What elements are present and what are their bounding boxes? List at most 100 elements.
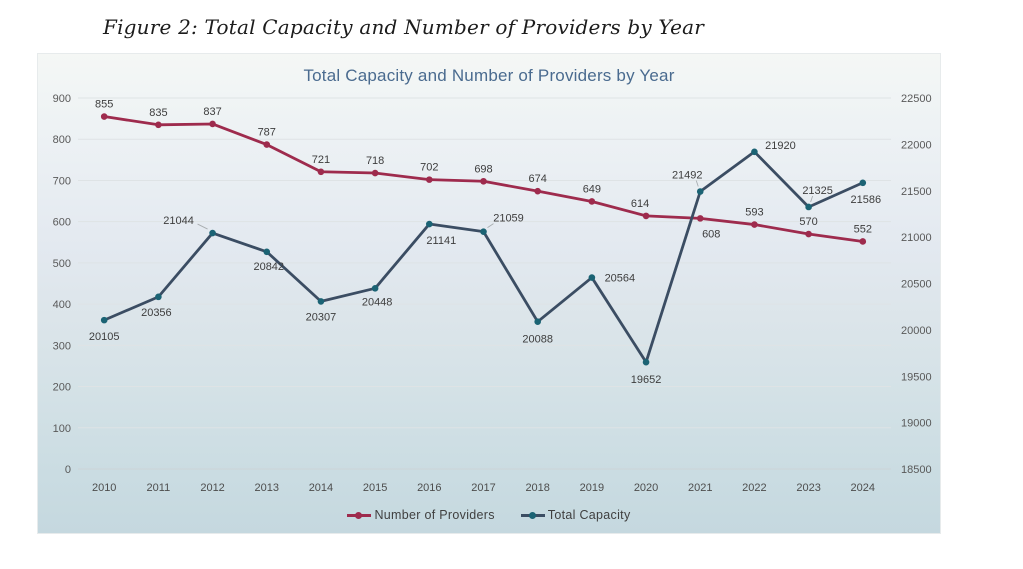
- x-axis-tick-label-2016: 2016: [417, 482, 441, 494]
- left-axis-tick-label: 700: [53, 175, 71, 187]
- data-label-providers-2021: 608: [702, 228, 720, 240]
- x-axis-tick-label-2019: 2019: [580, 482, 604, 494]
- x-axis-tick-label-2010: 2010: [92, 482, 116, 494]
- label-leader-line: [810, 195, 814, 203]
- data-label-capacity-2019: 20564: [605, 273, 636, 285]
- x-axis-tick-label-2024: 2024: [851, 482, 875, 494]
- left-axis-tick-label: 0: [65, 464, 71, 476]
- data-label-providers-2022: 593: [745, 207, 763, 219]
- data-label-capacity-2014: 20307: [306, 311, 337, 323]
- left-axis-tick-label: 300: [53, 340, 71, 352]
- data-point-providers-2021: [696, 215, 704, 222]
- data-label-capacity-2017: 21059: [493, 213, 524, 225]
- x-axis-tick-label-2012: 2012: [200, 482, 224, 494]
- data-label-providers-2017: 698: [474, 163, 492, 175]
- x-axis-tick-label-2015: 2015: [363, 482, 387, 494]
- right-axis-tick-label: 22000: [901, 139, 932, 151]
- data-label-capacity-2013: 20842: [253, 261, 284, 273]
- data-point-providers-2013: [263, 141, 271, 148]
- data-point-providers-2022: [751, 221, 758, 228]
- data-point-capacity-2013: [263, 248, 271, 256]
- left-axis-tick-label: 200: [53, 382, 71, 394]
- data-point-providers-2015: [371, 169, 379, 177]
- data-label-providers-2024: 552: [854, 223, 872, 235]
- data-point-providers-2014: [317, 168, 325, 176]
- x-axis-tick-label-2022: 2022: [742, 482, 766, 494]
- data-point-providers-2018: [534, 187, 541, 195]
- legend-label-capacity: Total Capacity: [547, 508, 631, 522]
- data-point-providers-2017: [480, 177, 487, 185]
- data-label-capacity-2023: 21325: [802, 185, 833, 197]
- data-point-capacity-2016: [426, 220, 433, 228]
- providers-line-marker-icon: [347, 511, 372, 519]
- data-label-capacity-2021: 21492: [672, 169, 703, 181]
- data-label-capacity-2011: 20356: [141, 307, 172, 319]
- left-axis-tick-label: 100: [53, 423, 71, 435]
- x-axis-tick-label-2020: 2020: [634, 482, 658, 494]
- data-point-capacity-2012: [209, 229, 216, 237]
- data-point-capacity-2017: [480, 228, 487, 235]
- data-label-providers-2010: 855: [95, 99, 113, 111]
- right-axis-tick-label: 21500: [901, 186, 932, 198]
- chart-plot-area: 0 100 200 300 400 500 600 700 800 900 18500 19000 19…: [53, 93, 932, 494]
- data-label-providers-2015: 718: [366, 155, 384, 167]
- data-point-capacity-2023: [805, 203, 812, 211]
- data-label-providers-2019: 649: [583, 183, 601, 195]
- right-axis-tick-label: 22500: [901, 93, 932, 105]
- data-point-providers-2020: [642, 212, 650, 220]
- data-label-providers-2013: 787: [258, 127, 276, 139]
- data-point-providers-2023: [805, 230, 812, 238]
- data-label-capacity-2024: 21586: [851, 194, 882, 206]
- legend-label-providers: Number of Providers: [374, 508, 495, 522]
- data-label-capacity-2012: 21044: [163, 215, 194, 227]
- left-axis-tick-label: 900: [53, 93, 71, 105]
- left-axis-tick-label: 400: [53, 299, 71, 311]
- x-axis-tick-label-2023: 2023: [796, 482, 820, 494]
- data-point-capacity-2014: [317, 298, 325, 305]
- data-label-capacity-2016: 21141: [426, 235, 456, 247]
- x-axis-tick-label-2021: 2021: [688, 482, 712, 494]
- right-axis-tick-label: 20000: [901, 325, 932, 337]
- data-label-providers-2014: 721: [312, 154, 330, 166]
- left-axis-tick-label: 600: [53, 217, 71, 229]
- data-point-providers-2024: [859, 238, 867, 245]
- data-point-capacity-2024: [859, 179, 867, 187]
- data-label-providers-2012: 837: [203, 106, 221, 118]
- data-point-capacity-2021: [696, 188, 704, 195]
- data-point-capacity-2015: [371, 285, 379, 292]
- data-point-providers-2011: [155, 121, 162, 129]
- data-label-providers-2018: 674: [529, 173, 547, 185]
- chart-widget: Total Capacity and Number of Providers b…: [37, 53, 941, 534]
- label-leader-line: [695, 180, 699, 187]
- left-axis-tick-label: 500: [53, 258, 71, 270]
- x-axis-tick-label-2014: 2014: [309, 482, 333, 494]
- x-axis-tick-label-2017: 2017: [471, 482, 495, 494]
- data-point-providers-2019: [588, 198, 596, 205]
- data-point-capacity-2011: [155, 293, 162, 301]
- data-point-capacity-2010: [100, 316, 108, 324]
- x-axis-tick-label-2013: 2013: [255, 482, 279, 494]
- data-point-providers-2016: [426, 176, 433, 183]
- data-label-capacity-2020: 19652: [631, 374, 662, 386]
- x-axis-tick-label-2018: 2018: [525, 482, 549, 494]
- data-label-providers-2011: 835: [149, 107, 167, 119]
- data-label-capacity-2022: 21920: [765, 140, 796, 152]
- chart-title: Total Capacity and Number of Providers b…: [303, 66, 675, 85]
- data-label-providers-2016: 702: [420, 162, 438, 174]
- data-point-providers-2010: [100, 113, 108, 120]
- data-point-providers-2012: [209, 120, 216, 128]
- figure-caption: Figure 2: Total Capacity and Number of P…: [103, 15, 705, 39]
- right-axis-tick-label: 18500: [901, 464, 932, 476]
- right-axis-tick-label: 21000: [901, 232, 932, 244]
- data-point-capacity-2022: [751, 148, 758, 156]
- data-point-capacity-2020: [642, 358, 650, 366]
- right-axis-tick-label: 19500: [901, 371, 932, 383]
- right-axis-tick-label: 19000: [901, 418, 932, 430]
- label-leader-line: [487, 223, 494, 229]
- legend-item-providers: Number of Providers: [347, 508, 494, 522]
- label-leader-line: [197, 223, 208, 230]
- left-axis-tick-label: 800: [53, 134, 71, 146]
- data-label-capacity-2015: 20448: [362, 296, 393, 308]
- data-label-capacity-2018: 20088: [522, 334, 553, 346]
- legend-item-capacity: Total Capacity: [520, 508, 631, 522]
